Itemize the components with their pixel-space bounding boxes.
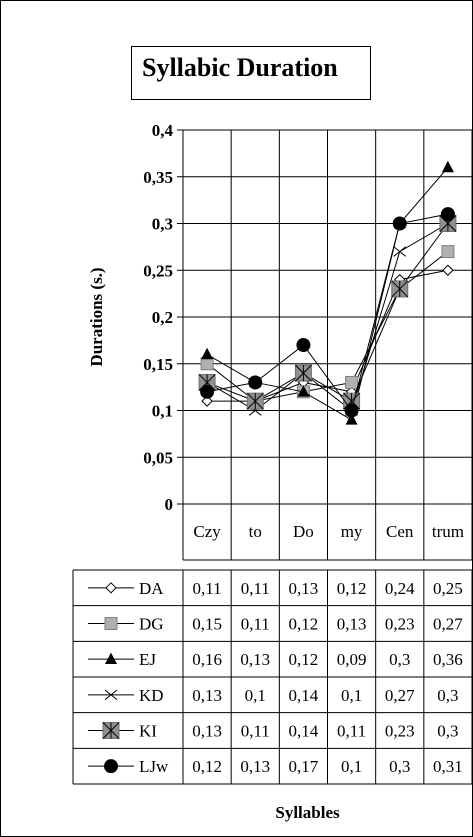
table-cell: 0,13	[192, 722, 222, 741]
table-cell: 0,11	[241, 722, 270, 741]
legend-label-ej: EJ	[139, 650, 156, 669]
y-tick-label: 0,35	[143, 168, 173, 187]
table-cell: 0,13	[192, 686, 222, 705]
x-category-label: Cen	[386, 522, 414, 541]
table-cell: 0,13	[240, 650, 270, 669]
data-point-ej	[297, 385, 310, 397]
legend-marker-da	[105, 582, 117, 594]
table-cell: 0,3	[437, 686, 458, 705]
legend-label-da: DA	[139, 579, 164, 598]
table-cell: 0,15	[192, 615, 222, 634]
data-point-ljw	[296, 338, 311, 353]
table-cell: 0,12	[289, 615, 319, 634]
x-axis-label: Syllables	[275, 803, 340, 822]
table-cell: 0,27	[433, 615, 463, 634]
table-cell: 0,31	[433, 757, 463, 776]
data-point-dg	[200, 357, 214, 371]
data-point-ej	[345, 413, 358, 425]
data-point-da	[201, 395, 213, 407]
table-cell: 0,1	[245, 686, 266, 705]
legend-marker-ljw	[104, 759, 118, 774]
table-cell: 0,36	[433, 650, 463, 669]
table-cell: 0,1	[341, 686, 362, 705]
table-cell: 0,3	[437, 722, 458, 741]
data-point-ki	[294, 364, 312, 382]
legend-marker-dg	[104, 617, 118, 630]
y-tick-label: 0,15	[143, 355, 173, 374]
x-category-label: Czy	[193, 522, 221, 541]
legend-marker-kd	[104, 689, 118, 701]
table-cell: 0,11	[241, 579, 270, 598]
table-cell: 0,14	[289, 686, 319, 705]
legend-label-ki: KI	[139, 722, 157, 741]
table-cell: 0,09	[337, 650, 367, 669]
data-point-ljw	[344, 403, 359, 418]
legend-label-dg: DG	[139, 615, 164, 634]
data-point-da	[442, 264, 454, 276]
legend-label-ljw: LJw	[139, 757, 169, 776]
table-cell: 0,13	[289, 579, 319, 598]
table-cell: 0,11	[241, 615, 270, 634]
table-cell: 0,13	[240, 757, 270, 776]
y-tick-label: 0,4	[152, 121, 174, 140]
table-cell: 0,11	[337, 722, 366, 741]
table-cell: 0,11	[193, 579, 222, 598]
x-category-label: Do	[293, 522, 314, 541]
y-axis-label: Durations (s.)	[87, 267, 106, 366]
x-category-label: to	[249, 522, 262, 541]
data-point-ej	[201, 347, 214, 360]
series-line-ej	[206, 167, 449, 421]
data-point-dg	[345, 375, 359, 389]
chart-title-box: Syllabic Duration	[131, 46, 371, 100]
table-cell: 0,24	[385, 579, 415, 598]
data-point-ki	[246, 392, 264, 410]
table-cell: 0,3	[389, 650, 410, 669]
data-point-ej	[441, 160, 454, 173]
table-cell: 0,12	[192, 757, 222, 776]
table-cell: 0,17	[289, 757, 319, 776]
data-point-kd	[393, 246, 407, 257]
legend-marker-ki	[102, 722, 120, 739]
y-tick-label: 0	[165, 495, 174, 514]
legend-marker-ej	[105, 652, 117, 664]
table-cell: 0,12	[337, 579, 367, 598]
table-cell: 0,23	[385, 722, 415, 741]
table-cell: 0,25	[433, 579, 463, 598]
chart-title: Syllabic Duration	[142, 53, 338, 82]
table-cell: 0,12	[289, 650, 319, 669]
table-cell: 0,1	[341, 757, 362, 776]
y-tick-label: 0,25	[143, 261, 173, 280]
table-cell: 0,16	[192, 650, 222, 669]
table-cell: 0,14	[289, 722, 319, 741]
x-category-label: my	[341, 522, 363, 541]
y-tick-label: 0,1	[152, 402, 173, 421]
y-tick-label: 0,05	[143, 448, 173, 467]
series-line-ljw	[206, 213, 449, 412]
data-point-ljw	[392, 216, 407, 231]
data-point-ki	[391, 280, 409, 298]
table-cell: 0,23	[385, 615, 415, 634]
y-tick-label: 0,2	[152, 308, 173, 327]
data-point-ljw	[248, 375, 263, 390]
x-category-label: trum	[432, 522, 464, 541]
data-point-ljw	[440, 207, 455, 222]
table-cell: 0,27	[385, 686, 415, 705]
y-tick-label: 0,3	[152, 215, 173, 234]
data-point-dg	[441, 245, 455, 259]
legend-label-kd: KD	[139, 686, 164, 705]
table-cell: 0,3	[389, 757, 410, 776]
table-cell: 0,13	[337, 615, 367, 634]
data-point-ljw	[200, 384, 215, 399]
